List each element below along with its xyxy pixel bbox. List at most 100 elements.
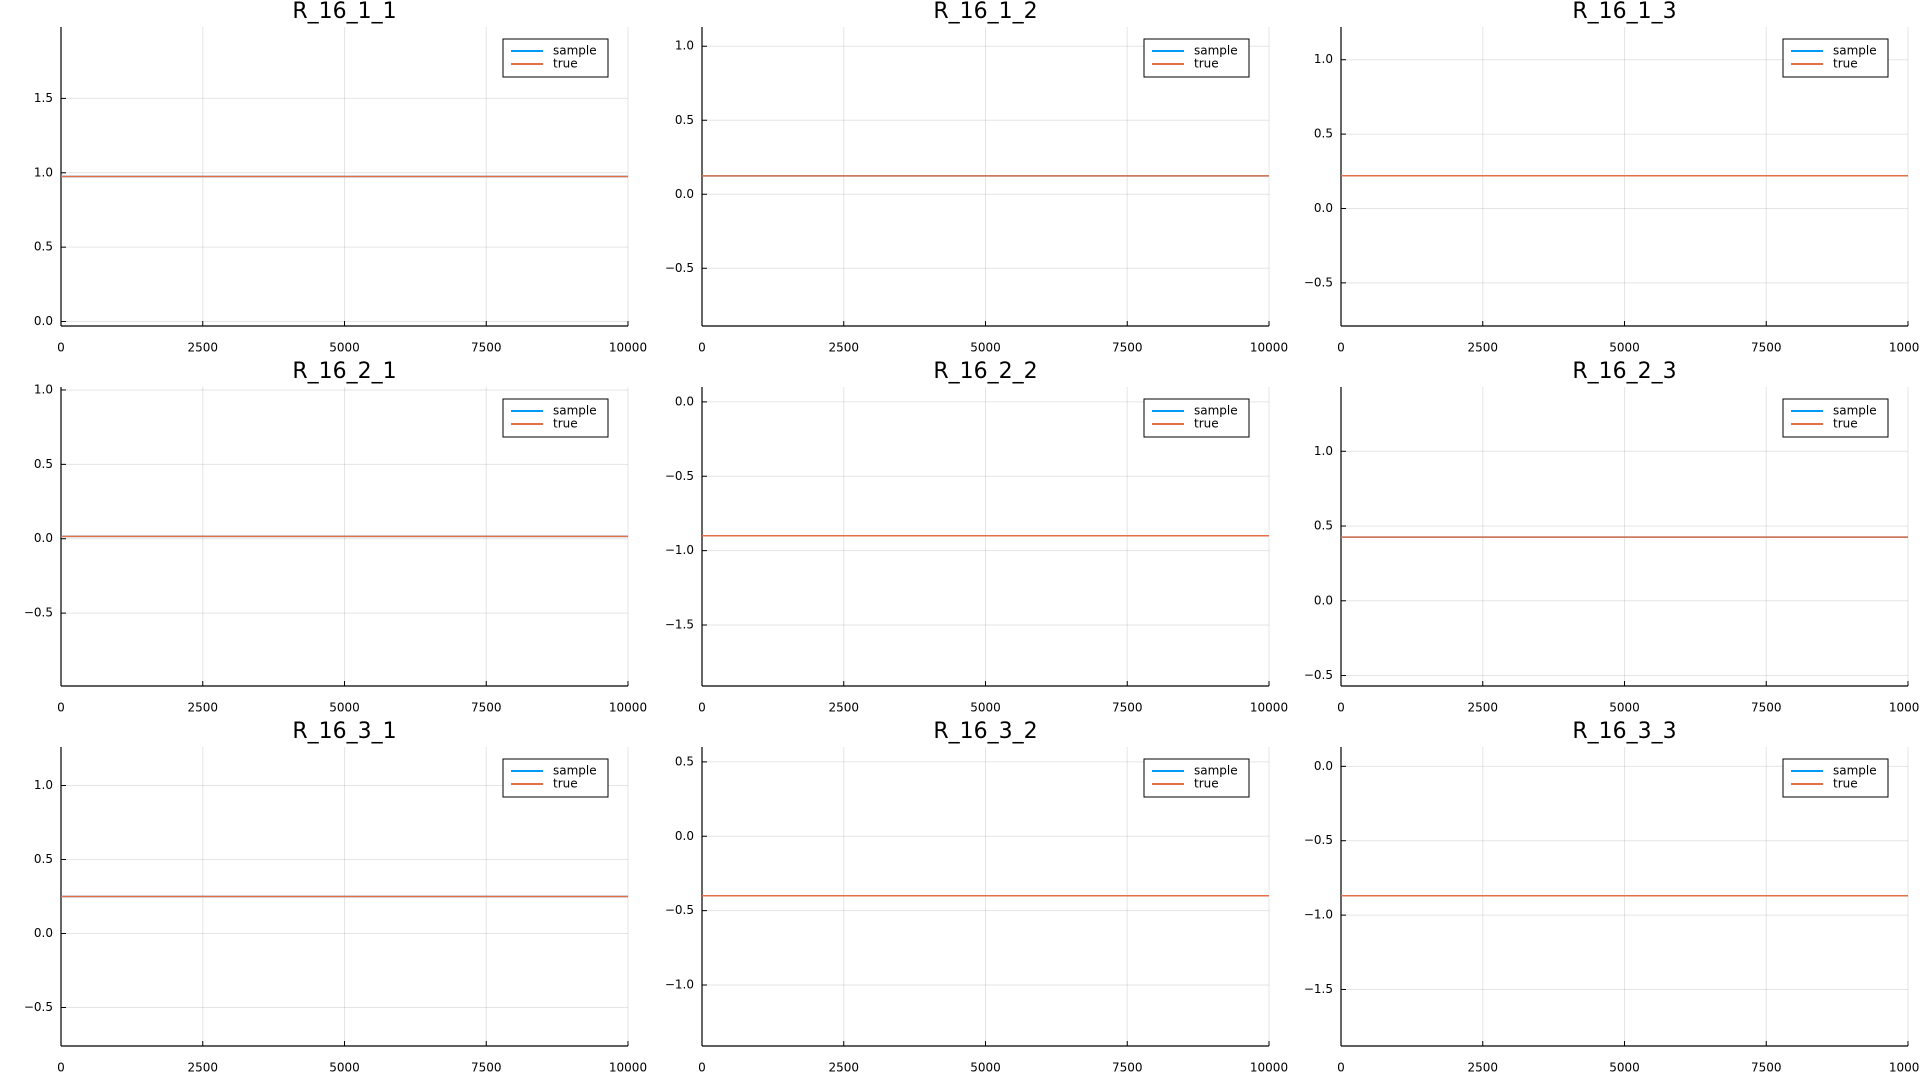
legend-box xyxy=(1143,398,1250,438)
chart-title: R_16_3_3 xyxy=(1572,719,1676,744)
y-tick-label: 0.0 xyxy=(675,187,694,201)
y-tick-label: 0.5 xyxy=(1314,519,1333,533)
x-tick-label: 5000 xyxy=(970,1061,1001,1075)
x-tick-label: 10000 xyxy=(1250,701,1288,715)
legend-box xyxy=(1143,38,1250,78)
chart-title: R_16_2_2 xyxy=(933,359,1037,384)
x-tick-label: 10000 xyxy=(609,701,647,715)
x-tick-label: 10000 xyxy=(609,1061,647,1075)
y-tick-label: 0.0 xyxy=(1314,759,1333,773)
y-tick-label: −0.5 xyxy=(665,261,694,275)
x-tick-label: 10000 xyxy=(1889,1061,1920,1075)
y-tick-label: −1.5 xyxy=(1304,982,1333,996)
y-tick-label: 1.0 xyxy=(34,165,53,179)
legend-box xyxy=(1782,758,1889,798)
x-tick-label: 7500 xyxy=(1751,701,1782,715)
chart-title: R_16_3_1 xyxy=(292,719,396,744)
y-tick-label: 0.5 xyxy=(675,113,694,127)
y-tick-label: 1.5 xyxy=(34,91,53,105)
legend-label: sample xyxy=(553,404,597,418)
x-tick-label: 5000 xyxy=(329,1061,360,1075)
chart-title: R_16_1_2 xyxy=(933,0,1037,24)
y-tick-label: −0.5 xyxy=(1304,833,1333,847)
x-tick-label: 2500 xyxy=(1467,341,1498,355)
y-tick-label: 0.5 xyxy=(34,852,53,866)
legend-label: true xyxy=(1194,777,1219,791)
legend-label: true xyxy=(553,777,578,791)
y-tick-label: 0.0 xyxy=(675,829,694,843)
x-tick-label: 10000 xyxy=(609,341,647,355)
y-tick-label: 0.0 xyxy=(34,926,53,940)
x-tick-label: 10000 xyxy=(1889,341,1920,355)
legend-label: true xyxy=(1833,777,1858,791)
x-tick-label: 2500 xyxy=(1467,1061,1498,1075)
x-tick-label: 10000 xyxy=(1889,701,1920,715)
y-tick-label: −1.0 xyxy=(1304,908,1333,922)
y-tick-label: −0.5 xyxy=(1304,668,1333,682)
y-tick-label: −0.5 xyxy=(1304,275,1333,289)
legend-box xyxy=(1782,398,1889,438)
legend-label: true xyxy=(1833,417,1858,431)
x-tick-label: 0 xyxy=(57,701,65,715)
legend-label: sample xyxy=(1194,44,1238,58)
x-tick-label: 2500 xyxy=(1467,701,1498,715)
x-tick-label: 2500 xyxy=(187,1061,218,1075)
y-tick-label: −0.5 xyxy=(24,1000,53,1014)
x-tick-label: 7500 xyxy=(1112,701,1143,715)
legend-label: true xyxy=(553,417,578,431)
y-tick-label: 0.5 xyxy=(34,457,53,471)
x-tick-label: 0 xyxy=(698,341,706,355)
chart-title: R_16_2_3 xyxy=(1572,359,1676,384)
chart-title: R_16_1_1 xyxy=(292,0,396,24)
x-tick-label: 5000 xyxy=(970,701,1001,715)
legend-label: true xyxy=(1194,417,1219,431)
legend-label: sample xyxy=(553,44,597,58)
x-tick-label: 0 xyxy=(1337,701,1345,715)
x-tick-label: 7500 xyxy=(471,1061,502,1075)
y-tick-label: 1.0 xyxy=(675,39,694,53)
x-tick-label: 7500 xyxy=(1112,1061,1143,1075)
legend-label: sample xyxy=(553,764,597,778)
y-tick-label: 0.0 xyxy=(34,531,53,545)
legend-label: sample xyxy=(1833,404,1877,418)
y-tick-label: 1.0 xyxy=(1314,52,1333,66)
x-tick-label: 2500 xyxy=(828,701,859,715)
y-tick-label: 0.5 xyxy=(34,240,53,254)
y-tick-label: 0.0 xyxy=(675,394,694,408)
x-tick-label: 7500 xyxy=(471,701,502,715)
x-tick-label: 7500 xyxy=(471,341,502,355)
legend-box xyxy=(502,758,609,798)
y-tick-label: −0.5 xyxy=(665,469,694,483)
legend-box xyxy=(1143,758,1250,798)
x-tick-label: 10000 xyxy=(1250,1061,1288,1075)
x-tick-label: 2500 xyxy=(187,701,218,715)
y-tick-label: −0.5 xyxy=(24,606,53,620)
x-tick-label: 0 xyxy=(57,341,65,355)
x-tick-label: 10000 xyxy=(1250,341,1288,355)
x-tick-label: 2500 xyxy=(828,341,859,355)
x-tick-label: 0 xyxy=(1337,1061,1345,1075)
x-tick-label: 0 xyxy=(698,1061,706,1075)
legend-label: true xyxy=(1833,57,1858,71)
x-tick-label: 2500 xyxy=(187,341,218,355)
legend-label: sample xyxy=(1833,44,1877,58)
y-tick-label: 1.0 xyxy=(34,382,53,396)
y-tick-label: −0.5 xyxy=(665,903,694,917)
legend-label: sample xyxy=(1194,404,1238,418)
x-tick-label: 5000 xyxy=(329,341,360,355)
y-tick-label: −1.0 xyxy=(665,543,694,557)
chart-title: R_16_1_3 xyxy=(1572,0,1676,24)
x-tick-label: 2500 xyxy=(828,1061,859,1075)
legend-label: true xyxy=(553,57,578,71)
x-tick-label: 7500 xyxy=(1751,341,1782,355)
x-tick-label: 0 xyxy=(1337,341,1345,355)
y-tick-label: 0.0 xyxy=(34,314,53,328)
y-tick-label: 0.0 xyxy=(1314,593,1333,607)
x-tick-label: 5000 xyxy=(1609,1061,1640,1075)
y-tick-label: −1.0 xyxy=(665,978,694,992)
legend-box xyxy=(502,38,609,78)
y-tick-label: −1.5 xyxy=(665,618,694,632)
x-tick-label: 5000 xyxy=(1609,701,1640,715)
